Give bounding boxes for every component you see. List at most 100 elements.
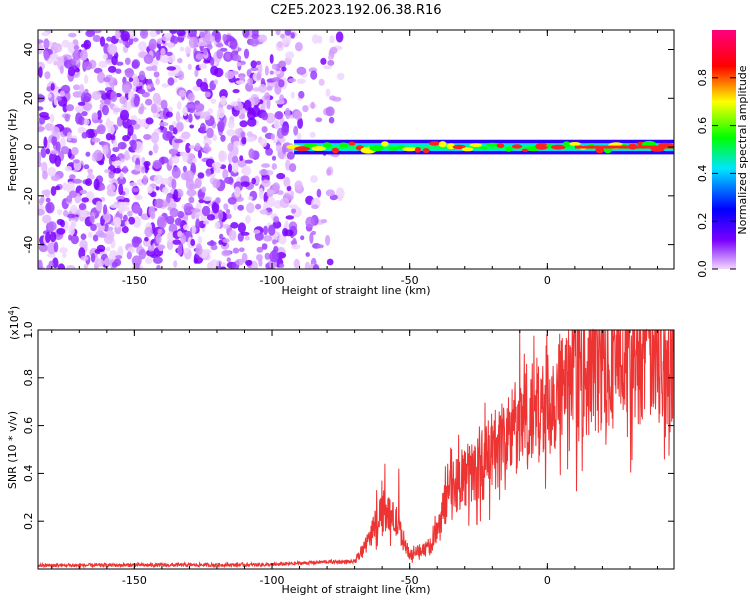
noise-blob xyxy=(59,90,65,97)
noise-blob xyxy=(227,152,233,164)
noise-blob xyxy=(261,163,270,168)
noise-blob xyxy=(169,30,178,34)
noise-blob xyxy=(241,136,247,145)
noise-blob xyxy=(264,252,271,260)
noise-blob xyxy=(160,48,166,57)
noise-blob xyxy=(217,120,225,133)
snr-frame xyxy=(37,329,675,570)
spectrogram-x-axis-label: Height of straight line (km) xyxy=(281,284,430,297)
noise-blob xyxy=(270,133,275,141)
noise-blob xyxy=(81,197,89,203)
noise-blob xyxy=(294,180,303,191)
noise-blob xyxy=(147,186,153,194)
noise-blob xyxy=(127,210,133,217)
noise-blob xyxy=(102,144,109,155)
noise-blob xyxy=(247,117,257,127)
noise-blob xyxy=(50,83,55,91)
line-blob xyxy=(469,143,482,147)
noise-blob xyxy=(158,156,169,164)
noise-blob xyxy=(215,197,221,204)
noise-blob xyxy=(80,255,89,261)
noise-blob xyxy=(329,46,338,55)
noise-blob xyxy=(179,46,185,52)
noise-blob xyxy=(259,209,268,215)
noise-blob xyxy=(153,174,163,185)
noise-blob xyxy=(128,216,136,225)
noise-blob xyxy=(300,235,305,241)
noise-blob xyxy=(38,43,44,55)
noise-blob xyxy=(166,215,175,225)
noise-blob xyxy=(227,163,233,173)
noise-blob xyxy=(38,198,44,206)
noise-blob xyxy=(223,224,230,229)
noise-blob xyxy=(197,236,203,244)
noise-blob xyxy=(213,79,219,85)
noise-blob xyxy=(69,174,76,180)
spectrogram-ticks: -150 -100 -50 0 -40 -20 0 20 40 xyxy=(22,30,674,287)
noise-blob xyxy=(226,104,232,110)
noise-blob xyxy=(250,67,259,72)
noise-blob xyxy=(38,125,45,133)
noise-blob xyxy=(56,218,64,226)
noise-blob xyxy=(109,204,118,209)
noise-blob xyxy=(311,230,316,236)
noise-blob xyxy=(173,189,179,201)
noise-blob xyxy=(224,176,234,185)
noise-blob xyxy=(57,263,66,269)
noise-blob xyxy=(169,203,177,208)
noise-blob xyxy=(310,175,318,183)
spectrogram-y-tick-label: 0 xyxy=(22,144,35,151)
noise-blob xyxy=(234,186,241,198)
noise-blob xyxy=(142,175,148,186)
noise-blob xyxy=(259,169,269,176)
noise-blob xyxy=(315,117,323,123)
noise-blob xyxy=(283,193,291,200)
noise-blob xyxy=(247,196,253,201)
noise-blob xyxy=(256,62,263,74)
spectrogram-x-tick-label: -150 xyxy=(122,274,147,287)
noise-blob xyxy=(162,201,169,208)
noise-blob xyxy=(131,60,139,69)
noise-blob xyxy=(103,257,112,267)
line-blob xyxy=(331,147,339,154)
noise-blob xyxy=(66,265,76,269)
noise-blob xyxy=(247,77,254,86)
noise-blob xyxy=(111,156,120,161)
noise-blob xyxy=(108,171,115,179)
snr-series-line xyxy=(37,328,675,570)
line-blob xyxy=(294,146,311,152)
noise-blob xyxy=(64,114,70,122)
noise-blob xyxy=(206,127,214,139)
noise-blob xyxy=(62,253,67,258)
noise-blob xyxy=(195,245,203,256)
noise-blob xyxy=(211,161,222,169)
noise-blob xyxy=(209,57,215,66)
noise-blob xyxy=(218,209,224,221)
noise-blob xyxy=(155,233,162,245)
noise-blob xyxy=(167,77,175,86)
snr-x-axis-label: Height of straight line (km) xyxy=(281,583,430,596)
noise-blob xyxy=(210,98,217,104)
noise-blob xyxy=(74,67,80,73)
noise-blob xyxy=(112,107,123,113)
noise-blob xyxy=(114,218,121,228)
noise-blob xyxy=(100,184,106,191)
noise-blob xyxy=(54,185,61,191)
noise-blob xyxy=(183,224,190,231)
noise-blob xyxy=(118,38,123,44)
noise-blob xyxy=(138,41,147,52)
noise-blob xyxy=(272,182,280,193)
noise-blob xyxy=(169,208,179,218)
noise-blob xyxy=(261,126,268,133)
noise-blob xyxy=(164,32,173,38)
noise-blob xyxy=(298,90,305,99)
noise-blob xyxy=(279,263,285,269)
noise-blob xyxy=(239,155,244,162)
noise-blob xyxy=(242,165,252,176)
noise-blob xyxy=(189,124,195,129)
noise-blob xyxy=(284,30,292,36)
noise-blob xyxy=(197,172,205,179)
noise-blob xyxy=(240,112,246,119)
noise-blob xyxy=(264,65,269,76)
noise-blob xyxy=(43,50,50,61)
